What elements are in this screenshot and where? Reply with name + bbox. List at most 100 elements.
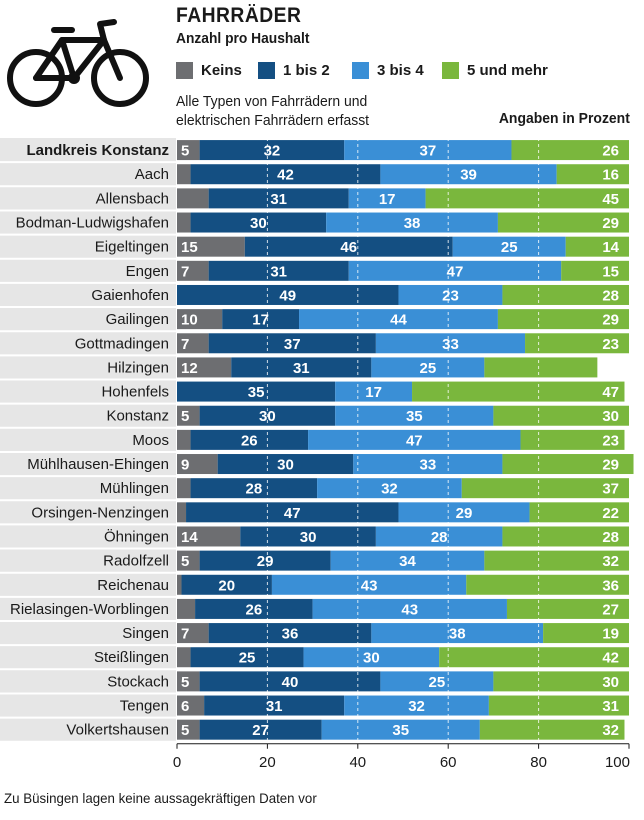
bar-3-bis-4-hohenfels [335,381,413,402]
value-label-3-bis-4-steisslingen: 30 [363,650,380,667]
bar-3-bis-4-gaienhofen [398,284,503,305]
category-label-moos: Moos [132,432,169,449]
category-label-aach: Aach [135,166,169,183]
value-label-1-bis-2-landkreis-konstanz: 32 [264,143,281,160]
value-label-keins-landkreis-konstanz: 5 [181,143,189,160]
bar-1-bis-2-engen [208,260,349,281]
value-label-3-bis-4-radolfzell: 34 [399,553,416,570]
category-label-hilzingen: Hilzingen [107,359,169,376]
x-tick-label-40: 40 [349,754,366,771]
bar-keins-hilzingen [177,357,232,378]
bar-5-und-mehr-gaienhofen [502,284,629,305]
bar-keins-landkreis-konstanz [177,140,200,161]
bar-3-bis-4-tengen [344,695,489,716]
value-label-1-bis-2-ohningen: 30 [300,529,317,546]
value-label-3-bis-4-reichenau: 43 [361,577,378,594]
category-label-singen: Singen [122,625,169,642]
bar-keins-stockach [177,671,200,692]
value-label-1-bis-2-gottmadingen: 37 [284,336,301,353]
bar-5-und-mehr-reichenau [466,574,629,595]
value-label-3-bis-4-stockach: 25 [429,674,446,691]
value-label-3-bis-4-orsingen-nenzingen: 29 [456,505,473,522]
bar-3-bis-4-eigeltingen [452,236,566,257]
category-label-orsingen-nenzingen: Orsingen-Nenzingen [31,504,169,521]
value-label-5-und-mehr-stockach: 30 [602,674,619,691]
bar-1-bis-2-reichenau [181,574,272,595]
value-label-5-und-mehr-bodman-ludwigshafen: 29 [602,215,619,232]
value-label-1-bis-2-aach: 42 [277,167,294,184]
bar-5-und-mehr-moos [520,429,625,450]
category-label-eigeltingen: Eigeltingen [95,239,169,256]
value-label-5-und-mehr-allensbach: 45 [602,191,619,208]
bar-keins-rielasingen-worblingen [177,598,196,619]
category-label-engen: Engen [126,263,169,280]
bar-1-bis-2-gailingen [222,309,300,330]
x-tick-label-20: 20 [259,754,276,771]
bar-keins-gailingen [177,309,223,330]
bar-3-bis-4-gottmadingen [375,333,526,354]
bar-5-und-mehr-allensbach [425,188,629,209]
value-label-3-bis-4-tengen: 32 [408,698,425,715]
bar-1-bis-2-moos [190,429,309,450]
value-label-5-und-mehr-hilzingen: 25 [602,360,619,377]
bar-keins-orsingen-nenzingen [177,502,187,523]
value-label-3-bis-4-moos: 47 [406,432,423,449]
bar-1-bis-2-muhlhausen-ehingen [217,454,354,475]
bar-5-und-mehr-tengen [488,695,629,716]
value-label-keins-gailingen: 10 [181,312,198,329]
value-label-5-und-mehr-engen: 15 [602,263,619,280]
bar-5-und-mehr-muhlingen [461,478,629,499]
bar-5-und-mehr-engen [561,260,629,281]
value-label-5-und-mehr-ohningen: 28 [602,529,619,546]
category-label-bodman-ludwigshafen: Bodman-Ludwigshafen [16,215,169,232]
value-label-keins-engen: 7 [181,263,189,280]
value-label-5-und-mehr-volkertshausen: 32 [602,722,619,739]
value-label-3-bis-4-hohenfels: 17 [365,384,382,401]
bar-1-bis-2-eigeltingen [244,236,453,257]
bar-3-bis-4-landkreis-konstanz [344,140,512,161]
bar-5-und-mehr-radolfzell [484,550,629,571]
value-label-1-bis-2-hohenfels: 35 [248,384,265,401]
bar-3-bis-4-reichenau [271,574,467,595]
bicycle-icon [7,19,149,107]
value-label-1-bis-2-muhlhausen-ehingen: 30 [277,457,294,474]
category-label-volkertshausen: Volkertshausen [66,722,169,739]
category-label-muhlhausen-ehingen: Mühlhausen-Ehingen [27,456,169,473]
bar-keins-steisslingen [177,647,191,668]
legend-item-5-und-mehr: 5 und mehr [442,60,548,80]
category-label-gaienhofen: Gaienhofen [91,287,169,304]
bar-1-bis-2-tengen [204,695,345,716]
value-label-3-bis-4-volkertshausen: 35 [392,722,409,739]
bar-3-bis-4-singen [371,623,544,644]
value-label-3-bis-4-rielasingen-worblingen: 43 [401,601,418,618]
chart-title: FAHRRÄDER [176,4,302,27]
bar-1-bis-2-rielasingen-worblingen [195,598,313,619]
bar-1-bis-2-muhlingen [190,478,318,499]
bar-3-bis-4-muhlhausen-ehingen [353,454,503,475]
category-label-stockach: Stockach [107,673,169,690]
value-label-3-bis-4-konstanz: 35 [406,408,423,425]
bar-1-bis-2-volkertshausen [199,719,322,740]
bar-5-und-mehr-ohningen [502,526,629,547]
value-label-5-und-mehr-rielasingen-worblingen: 27 [602,601,619,618]
value-label-5-und-mehr-eigeltingen: 14 [602,239,619,256]
bar-1-bis-2-stockach [199,671,381,692]
bar-3-bis-4-orsingen-nenzingen [398,502,530,523]
value-label-3-bis-4-bodman-ludwigshafen: 38 [404,215,421,232]
value-label-5-und-mehr-konstanz: 30 [602,408,619,425]
value-label-3-bis-4-ohningen: 28 [431,529,448,546]
value-label-1-bis-2-muhlingen: 28 [245,481,262,498]
value-label-1-bis-2-eigeltingen: 46 [340,239,357,256]
value-label-keins-radolfzell: 5 [181,553,189,570]
bar-keins-reichenau [177,574,182,595]
value-label-1-bis-2-reichenau: 20 [218,577,235,594]
bar-3-bis-4-allensbach [348,188,426,209]
legend-swatch-3-bis-4 [352,61,369,79]
bar-keins-engen [177,260,209,281]
value-label-5-und-mehr-hohenfels: 47 [602,384,619,401]
value-label-3-bis-4-landkreis-konstanz: 37 [420,143,437,160]
legend-swatch-keins [176,61,193,79]
value-label-5-und-mehr-muhlhausen-ehingen: 29 [602,457,619,474]
bar-3-bis-4-stockach [380,671,494,692]
chart-subtitle: Anzahl pro Haushalt [176,30,310,47]
